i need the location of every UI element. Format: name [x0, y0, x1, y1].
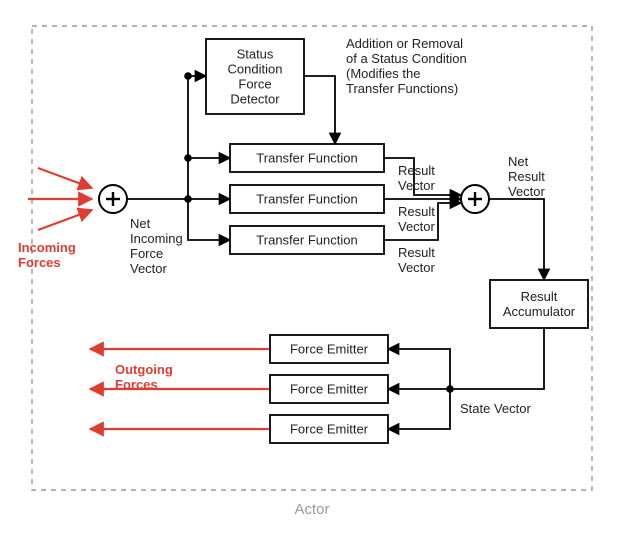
edge-1 [188, 158, 230, 199]
svg-text:Result: Result [508, 169, 545, 184]
label-net_result: NetResultVector [508, 154, 546, 199]
sum_out-node [461, 185, 489, 213]
label-addremove: Addition or Removalof a Status Condition… [346, 36, 467, 96]
svg-text:Force: Force [130, 246, 163, 261]
tf1-label: Transfer Function [256, 151, 357, 166]
detector-label: Condition [228, 62, 283, 77]
fe3-label: Force Emitter [290, 422, 369, 437]
svg-text:Vector: Vector [508, 184, 546, 199]
svg-text:Transfer Functions): Transfer Functions) [346, 81, 458, 96]
label-rv2: ResultVector [398, 204, 436, 234]
accum-label: Accumulator [503, 304, 576, 319]
junction-j_state [446, 385, 454, 393]
edge-9 [388, 328, 544, 389]
svg-text:Result: Result [398, 204, 435, 219]
fe1-node: Force Emitter [270, 335, 388, 363]
fe1-label: Force Emitter [290, 342, 369, 357]
incoming-arrow-2 [38, 210, 92, 230]
svg-text:Addition or Removal: Addition or Removal [346, 36, 463, 51]
svg-text:Vector: Vector [398, 260, 436, 275]
detector-label: Force [238, 77, 271, 92]
label-rv1: ResultVector [398, 163, 436, 193]
svg-text:of a Status Condition: of a Status Condition [346, 51, 467, 66]
junction-j_detector [184, 72, 192, 80]
label-net_in: NetIncomingForceVector [130, 216, 183, 276]
label-rv3: ResultVector [398, 245, 436, 275]
svg-text:Forces: Forces [115, 377, 158, 392]
tf1-node: Transfer Function [230, 144, 384, 172]
svg-text:Forces: Forces [18, 255, 61, 270]
incoming-arrow-0 [38, 168, 92, 188]
junction-j_top [184, 154, 192, 162]
tf3-node: Transfer Function [230, 226, 384, 254]
svg-text:State Vector: State Vector [460, 401, 531, 416]
svg-text:Vector: Vector [398, 219, 436, 234]
actor-label: Actor [294, 501, 329, 518]
fe3-node: Force Emitter [270, 415, 388, 443]
svg-text:(Modifies the: (Modifies the [346, 66, 420, 81]
svg-text:Net: Net [130, 216, 151, 231]
accum-label: Result [521, 289, 558, 304]
svg-text:Incoming: Incoming [130, 231, 183, 246]
svg-text:Incoming: Incoming [18, 240, 76, 255]
fe2-label: Force Emitter [290, 382, 369, 397]
edge-4 [304, 76, 335, 144]
detector-label: Detector [230, 92, 280, 107]
edge-11 [388, 389, 450, 429]
svg-text:Outgoing: Outgoing [115, 362, 173, 377]
label-state_vector: State Vector [460, 401, 531, 416]
sum_in-node [99, 185, 127, 213]
label-outgoing: OutgoingForces [115, 362, 173, 392]
edge-3 [188, 199, 230, 240]
label-incoming: IncomingForces [18, 240, 76, 270]
svg-text:Vector: Vector [398, 178, 436, 193]
junction-j_mid [184, 195, 192, 203]
svg-text:Net: Net [508, 154, 529, 169]
svg-text:Result: Result [398, 163, 435, 178]
tf2-node: Transfer Function [230, 185, 384, 213]
edge-8 [489, 199, 544, 280]
detector-node: StatusConditionForceDetector [206, 39, 304, 114]
edge-10 [388, 349, 450, 389]
fe2-node: Force Emitter [270, 375, 388, 403]
accum-node: ResultAccumulator [490, 280, 588, 328]
tf3-label: Transfer Function [256, 233, 357, 248]
detector-label: Status [237, 47, 274, 62]
svg-text:Result: Result [398, 245, 435, 260]
edge-2 [188, 76, 206, 158]
svg-text:Vector: Vector [130, 261, 168, 276]
tf2-label: Transfer Function [256, 192, 357, 207]
